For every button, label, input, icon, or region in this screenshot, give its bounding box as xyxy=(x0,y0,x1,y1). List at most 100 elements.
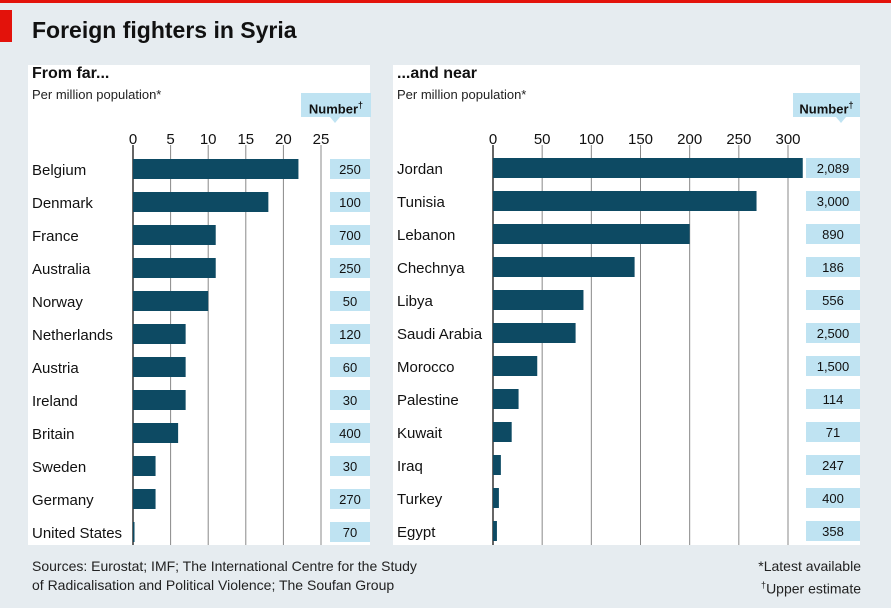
category-label: Ireland xyxy=(32,393,78,410)
number-box xyxy=(806,191,860,211)
category-label: Libya xyxy=(397,293,434,310)
category-label: Austria xyxy=(32,360,79,377)
category-label: Netherlands xyxy=(32,327,113,344)
bar xyxy=(133,159,299,179)
number-box xyxy=(806,488,860,508)
sources-note: Sources: Eurostat; IMF; The Internationa… xyxy=(32,557,417,595)
bar xyxy=(493,356,538,376)
chart-panel-from-far: From far... Per million population* Numb… xyxy=(28,65,371,545)
x-tick-label: 300 xyxy=(775,131,800,148)
number-box xyxy=(330,423,370,443)
number-box xyxy=(330,456,370,476)
number-value: 250 xyxy=(339,261,361,276)
page-title: Foreign fighters in Syria xyxy=(32,17,297,43)
number-value: 120 xyxy=(339,327,361,342)
number-value: 70 xyxy=(343,525,357,540)
number-box xyxy=(806,158,860,178)
number-value: 400 xyxy=(339,426,361,441)
bar xyxy=(493,257,635,277)
bar xyxy=(133,456,156,476)
sources-line-2: of Radicalisation and Political Violence… xyxy=(32,577,395,593)
footnote-latest: *Latest available xyxy=(758,558,861,574)
x-tick-label: 15 xyxy=(237,131,254,148)
bar xyxy=(493,323,576,343)
category-label: Jordan xyxy=(397,161,443,178)
number-box xyxy=(330,192,370,212)
bar xyxy=(133,225,216,245)
number-value: 700 xyxy=(339,228,361,243)
bar-chart-left: 0 5 10 15 20 25 Belgium 250 Denmark 100 France 700 A… xyxy=(32,131,370,545)
category-label: Australia xyxy=(32,261,91,278)
number-header-pointer xyxy=(836,117,846,123)
chart-subtitle-right: Per million population* xyxy=(397,87,527,102)
category-label: Lebanon xyxy=(397,227,455,244)
number-box xyxy=(330,324,370,344)
number-box xyxy=(330,159,370,179)
category-label: Chechnya xyxy=(397,260,465,277)
footnote-upper-text: Upper estimate xyxy=(766,580,861,597)
number-box xyxy=(330,390,370,410)
bar xyxy=(493,521,497,541)
category-label: Morocco xyxy=(397,359,455,376)
number-value: 60 xyxy=(343,360,357,375)
number-value: 358 xyxy=(822,524,844,539)
number-value: 250 xyxy=(339,162,361,177)
number-box xyxy=(330,291,370,311)
number-box xyxy=(806,389,860,409)
number-box xyxy=(806,257,860,277)
bar xyxy=(493,290,584,310)
chart-title-right: ...and near xyxy=(397,65,478,82)
number-value: 1,500 xyxy=(817,359,850,374)
number-box xyxy=(806,455,860,475)
number-box xyxy=(330,258,370,278)
x-tick-label: 25 xyxy=(313,131,330,148)
number-value: 2,089 xyxy=(817,161,850,176)
bar xyxy=(133,192,269,212)
x-tick-label: 0 xyxy=(489,131,497,148)
bar xyxy=(133,489,156,509)
dagger-mark: † xyxy=(358,100,364,110)
number-value: 3,000 xyxy=(817,194,850,209)
x-tick-label: 200 xyxy=(677,131,702,148)
bar-chart-right: 0 50 100 150 200 250 300 Jordan 2,089 Tunisia 3,00… xyxy=(397,131,860,545)
number-box xyxy=(806,521,860,541)
bar xyxy=(493,158,803,178)
bar xyxy=(133,291,209,311)
x-tick-label: 50 xyxy=(534,131,551,148)
x-tick-label: 0 xyxy=(129,131,137,148)
top-red-rule xyxy=(0,0,891,3)
number-value: 890 xyxy=(822,227,844,242)
number-box xyxy=(330,522,370,542)
category-label: United States xyxy=(32,525,122,542)
category-label: Palestine xyxy=(397,392,459,409)
category-label: France xyxy=(32,228,79,245)
number-value: 50 xyxy=(343,294,357,309)
number-value: 100 xyxy=(339,195,361,210)
category-label: Sweden xyxy=(32,459,86,476)
category-label: Tunisia xyxy=(397,194,445,211)
bar xyxy=(133,522,135,542)
number-box xyxy=(330,357,370,377)
sources-line-1: Sources: Eurostat; IMF; The Internationa… xyxy=(32,558,417,574)
number-box xyxy=(806,356,860,376)
number-value: 400 xyxy=(822,491,844,506)
number-value: 71 xyxy=(826,425,840,440)
x-tick-label: 20 xyxy=(275,131,292,148)
number-box xyxy=(806,290,860,310)
red-tag xyxy=(0,10,12,42)
category-label: Kuwait xyxy=(397,425,443,442)
number-value: 2,500 xyxy=(817,326,850,341)
category-label: Turkey xyxy=(397,491,443,508)
bar xyxy=(133,324,186,344)
bar xyxy=(493,455,501,475)
bar xyxy=(133,258,216,278)
bar xyxy=(133,390,186,410)
category-label: Norway xyxy=(32,294,83,311)
number-value: 114 xyxy=(823,392,844,407)
category-label: Denmark xyxy=(32,195,93,212)
number-header-label: Number xyxy=(799,101,849,117)
number-box xyxy=(330,225,370,245)
number-box xyxy=(806,224,860,244)
x-tick-label: 10 xyxy=(200,131,217,148)
category-label: Iraq xyxy=(397,458,423,475)
